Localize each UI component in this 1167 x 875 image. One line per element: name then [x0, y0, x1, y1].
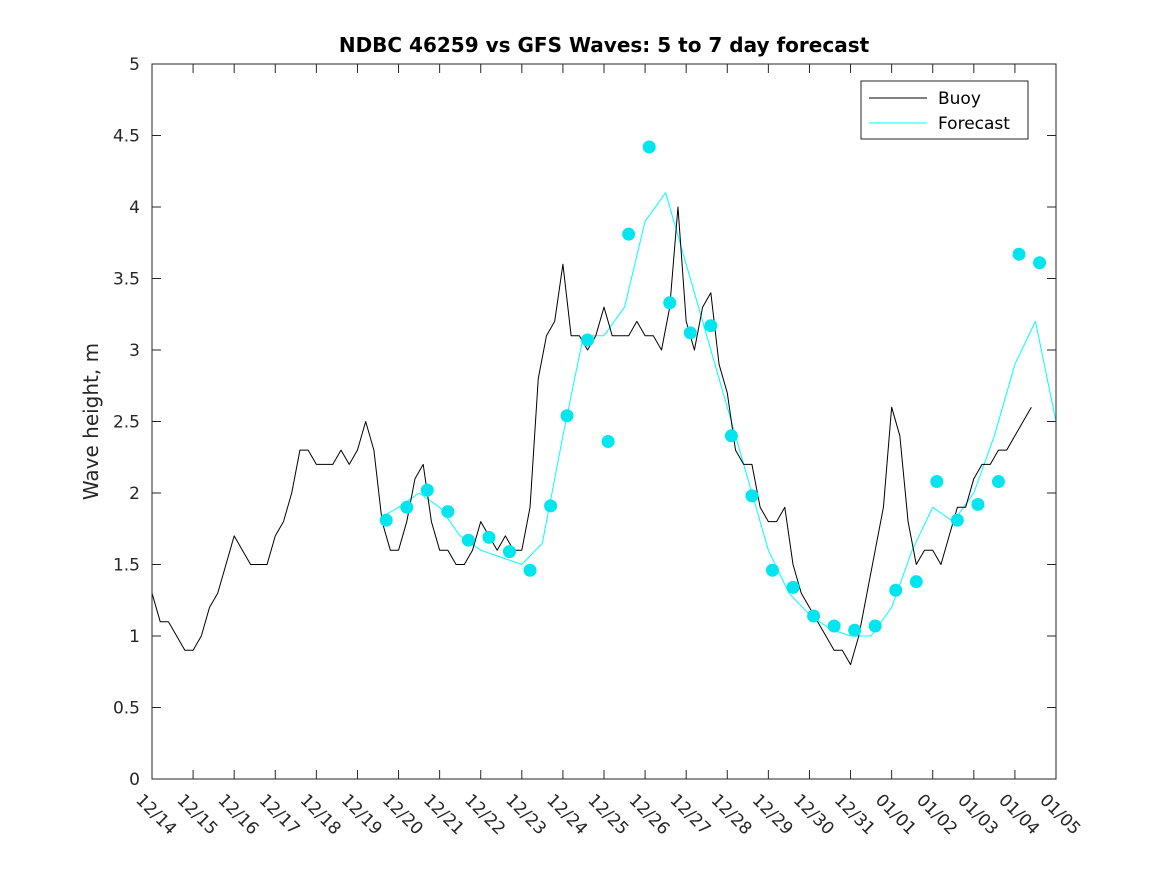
forecast-marker	[807, 609, 821, 623]
forecast-marker	[560, 409, 574, 423]
y-tick-label: 2.5	[113, 413, 140, 433]
forecast-marker	[786, 580, 800, 594]
forecast-marker	[745, 489, 759, 503]
forecast-marker	[663, 296, 677, 310]
y-tick-label: 1.5	[113, 556, 140, 576]
forecast-marker	[971, 497, 985, 511]
y-ticks: 0 0.5 1 1.5 2 2.5 3 3.5 4 4.5 5	[113, 55, 1056, 790]
forecast-marker	[991, 475, 1005, 489]
plot-area	[152, 64, 1056, 779]
y-tick-label: 2	[129, 484, 140, 504]
forecast-marker	[420, 483, 434, 497]
forecast-marker	[909, 575, 923, 589]
forecast-marker	[482, 530, 496, 544]
legend-label-forecast: Forecast	[938, 114, 1010, 134]
forecast-marker	[930, 475, 944, 489]
forecast-lines	[385, 192, 1057, 637]
forecast-marker	[1012, 247, 1026, 261]
forecast-marker	[502, 545, 516, 559]
y-tick-label: 5	[129, 55, 140, 75]
y-tick-label: 1	[129, 627, 140, 647]
forecast-marker	[581, 333, 595, 347]
forecast-marker	[1033, 256, 1047, 270]
forecast-marker	[950, 513, 964, 527]
legend-box	[860, 80, 1029, 140]
forecast-marker	[683, 326, 697, 340]
chart-title: NDBC 46259 vs GFS Waves: 5 to 7 day fore…	[339, 33, 870, 57]
forecast-marker	[724, 429, 738, 443]
forecast-markers	[379, 140, 1047, 637]
y-tick-label: 3	[129, 341, 140, 361]
forecast-marker	[523, 563, 537, 577]
forecast-marker	[400, 500, 414, 514]
forecast-marker	[544, 499, 558, 513]
forecast-marker	[601, 435, 615, 449]
forecast-marker	[704, 319, 718, 333]
forecast-marker	[461, 533, 475, 547]
forecast-marker	[827, 619, 841, 633]
y-tick-label: 4	[129, 198, 140, 218]
y-tick-label: 4.5	[113, 127, 140, 147]
y-tick-label: 0.5	[113, 699, 140, 719]
forecast-marker	[622, 227, 636, 241]
forecast-marker	[889, 583, 903, 597]
forecast-marker	[642, 140, 656, 154]
forecast-marker	[379, 513, 393, 527]
forecast-marker	[868, 619, 882, 633]
forecast-marker	[441, 505, 455, 519]
y-tick-label: 3.5	[113, 270, 140, 290]
forecast-line	[385, 192, 1057, 637]
forecast-marker	[848, 623, 862, 637]
forecast-marker	[765, 563, 779, 577]
legend: Buoy Forecast	[860, 80, 1029, 140]
y-axis-label: Wave height, m	[79, 343, 103, 500]
legend-label-buoy: Buoy	[938, 89, 981, 109]
y-tick-label: 0	[129, 770, 140, 790]
